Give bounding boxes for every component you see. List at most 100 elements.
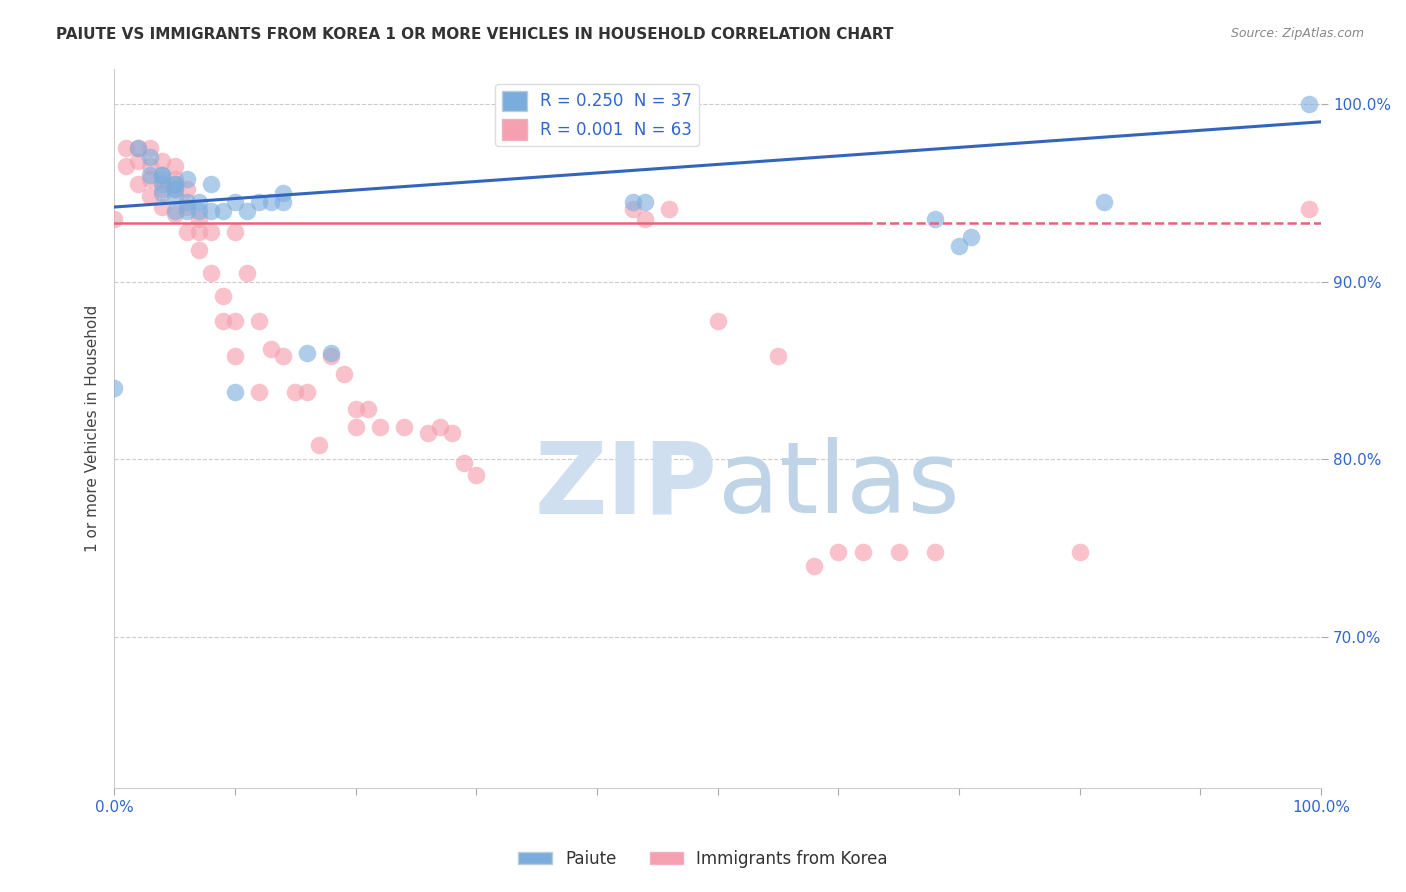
Point — [634, 194, 657, 209]
Legend: Paiute, Immigrants from Korea: Paiute, Immigrants from Korea — [512, 844, 894, 875]
Text: Source: ZipAtlas.com: Source: ZipAtlas.com — [1230, 27, 1364, 40]
Point — [224, 225, 246, 239]
Point — [211, 314, 233, 328]
Point — [224, 384, 246, 399]
Point — [429, 420, 451, 434]
Point — [176, 171, 198, 186]
Point — [621, 194, 644, 209]
Point — [827, 544, 849, 558]
Text: ZIP: ZIP — [534, 437, 717, 534]
Point — [152, 186, 174, 200]
Point — [297, 345, 319, 359]
Y-axis label: 1 or more Vehicles in Household: 1 or more Vehicles in Household — [86, 304, 100, 552]
Point — [960, 230, 983, 244]
Point — [271, 194, 294, 209]
Point — [321, 349, 343, 363]
Text: atlas: atlas — [717, 437, 959, 534]
Point — [803, 558, 825, 573]
Point — [211, 203, 233, 218]
Point — [236, 266, 259, 280]
Point — [139, 171, 162, 186]
Point — [127, 141, 149, 155]
Point — [200, 177, 222, 191]
Point — [187, 212, 209, 227]
Point — [344, 402, 367, 417]
Point — [392, 420, 415, 434]
Point — [271, 349, 294, 363]
Point — [1298, 202, 1320, 216]
Point — [163, 203, 186, 218]
Point — [115, 159, 138, 173]
Point — [127, 177, 149, 191]
Point — [247, 314, 270, 328]
Point — [163, 177, 186, 191]
Point — [706, 314, 728, 328]
Point — [260, 342, 283, 356]
Point — [332, 367, 354, 381]
Point — [176, 225, 198, 239]
Point — [924, 212, 946, 227]
Point — [224, 314, 246, 328]
Point — [163, 182, 186, 196]
Point — [127, 141, 149, 155]
Point — [634, 212, 657, 227]
Point — [176, 200, 198, 214]
Point — [308, 438, 330, 452]
Point — [187, 225, 209, 239]
Point — [103, 212, 125, 227]
Point — [887, 544, 910, 558]
Point — [152, 182, 174, 196]
Point — [344, 420, 367, 434]
Point — [176, 182, 198, 196]
Point — [271, 186, 294, 200]
Point — [441, 425, 464, 440]
Point — [176, 194, 198, 209]
Point — [152, 200, 174, 214]
Point — [200, 203, 222, 218]
Point — [152, 153, 174, 168]
Point — [139, 168, 162, 182]
Point — [187, 194, 209, 209]
Point — [139, 189, 162, 203]
Point — [1298, 97, 1320, 112]
Point — [621, 202, 644, 216]
Point — [297, 384, 319, 399]
Text: PAIUTE VS IMMIGRANTS FROM KOREA 1 OR MORE VEHICLES IN HOUSEHOLD CORRELATION CHAR: PAIUTE VS IMMIGRANTS FROM KOREA 1 OR MOR… — [56, 27, 894, 42]
Point — [1069, 544, 1091, 558]
Point — [103, 381, 125, 395]
Point — [139, 150, 162, 164]
Point — [453, 456, 475, 470]
Point — [139, 159, 162, 173]
Point — [247, 194, 270, 209]
Point — [465, 468, 488, 483]
Point — [163, 182, 186, 196]
Point — [321, 345, 343, 359]
Point — [224, 349, 246, 363]
Point — [211, 289, 233, 303]
Point — [851, 544, 873, 558]
Point — [163, 189, 186, 203]
Point — [284, 384, 307, 399]
Point — [200, 225, 222, 239]
Point — [200, 266, 222, 280]
Point — [139, 141, 162, 155]
Legend: R = 0.250  N = 37, R = 0.001  N = 63: R = 0.250 N = 37, R = 0.001 N = 63 — [495, 84, 699, 146]
Point — [224, 194, 246, 209]
Point — [368, 420, 391, 434]
Point — [115, 141, 138, 155]
Point — [260, 194, 283, 209]
Point — [187, 243, 209, 257]
Point — [948, 239, 970, 253]
Point — [163, 177, 186, 191]
Point — [152, 168, 174, 182]
Point — [127, 153, 149, 168]
Point — [416, 425, 439, 440]
Point — [247, 384, 270, 399]
Point — [236, 203, 259, 218]
Point — [766, 349, 789, 363]
Point — [152, 177, 174, 191]
Point — [163, 207, 186, 221]
Point — [356, 402, 378, 417]
Point — [1092, 194, 1115, 209]
Point — [658, 202, 681, 216]
